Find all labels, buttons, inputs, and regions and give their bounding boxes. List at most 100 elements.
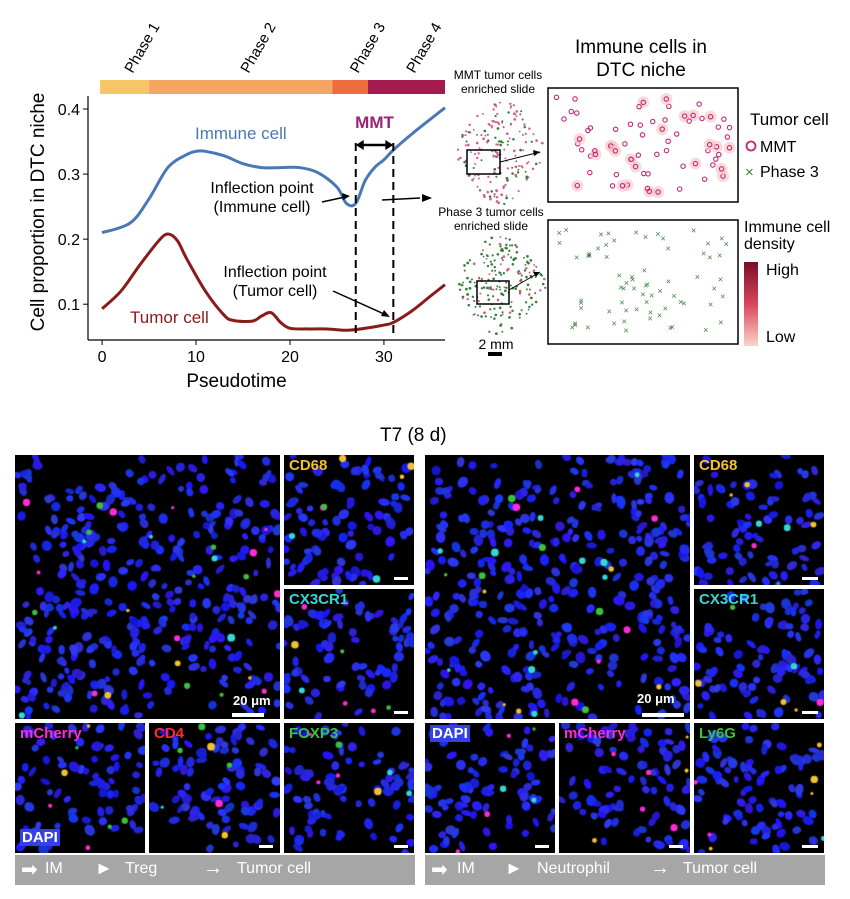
slide-pointer-arrow: [381, 197, 421, 201]
mmt-cell-marker: [716, 151, 722, 158]
slide-cell-dot: [488, 243, 491, 246]
mmt-cell-marker: [627, 121, 634, 127]
slide-cell-dot: [510, 244, 514, 247]
slide-cell-dot: [515, 250, 519, 254]
mmt-cell-marker: [561, 116, 567, 122]
slide-cell-dot: [477, 277, 481, 280]
slide-cell-dot: [463, 264, 466, 267]
slide-cell-dot: [498, 306, 502, 310]
phase3-cell-marker: ×: [572, 318, 577, 328]
right-scale-bar: [642, 713, 684, 717]
mmt-cell-marker: [578, 147, 585, 153]
slide-cell-dot: [490, 190, 493, 193]
slide-cell-dot: [496, 143, 499, 146]
phase3-slide-zoom-box: [476, 280, 510, 305]
slide-cell-dot: [504, 183, 507, 187]
slide-cell-dot: [463, 160, 466, 164]
phase3-cell-marker: ×: [633, 227, 638, 237]
slide-cell-dot: [518, 289, 522, 293]
slide-cell-dot: [473, 299, 476, 302]
slide-cell-dot: [496, 298, 500, 302]
phase3-cell-marker: ×: [622, 317, 627, 327]
mmt-cell-marker: [715, 124, 722, 130]
slide-cell-dot: [505, 286, 508, 289]
slide-cell-dot: [502, 187, 505, 190]
left-arrow-legend: ➡ IM ► Treg → Tumor cell: [15, 855, 415, 885]
mmt-cell-marker: [592, 148, 598, 154]
slide-cell-dot: [471, 178, 474, 182]
slide-cell-dot: [530, 140, 533, 143]
slide-cell-dot: [481, 277, 484, 280]
phase3-cell-marker: ×: [708, 300, 713, 310]
slide-cell-dot: [499, 235, 502, 238]
mmt-cell-marker: [699, 115, 705, 122]
mmt-cell-marker: [707, 114, 714, 120]
phase3-cell-marker: ×: [556, 228, 561, 238]
slide-cell-dot: [520, 110, 523, 113]
slide-cell-dot: [468, 259, 472, 262]
slide-cell-dot: [508, 137, 511, 140]
right-cd68-label: CD68: [699, 457, 738, 474]
slide-cell-dot: [515, 245, 519, 249]
slide-cell-dot: [489, 197, 492, 201]
slide-cell-dot: [492, 154, 495, 157]
phase3-slide: [458, 235, 547, 336]
phase3-cell-marker: ×: [671, 291, 676, 301]
slide-cell-dot: [512, 104, 516, 107]
slide-cell-dot: [488, 123, 491, 126]
neutrophil-arrowhead-icon: ►: [505, 858, 523, 878]
tumor-series-label: Tumor cell: [130, 308, 209, 327]
slide-cell-dot: [525, 261, 528, 264]
phase3-cell-marker: ×: [666, 276, 671, 286]
inflection-immune-1: Inflection point: [210, 180, 314, 197]
slide-cell-dot: [507, 253, 510, 256]
left-legend-tumor: Tumor cell: [237, 860, 312, 877]
right-legend-im: IM: [457, 860, 475, 877]
slide-cell-dot: [486, 286, 489, 290]
slide-cell-dot: [480, 252, 483, 256]
im-arrow-icon: ➡: [431, 859, 448, 881]
slide-cell-dot: [506, 178, 509, 182]
slide-cell-dot: [498, 122, 501, 126]
mmt-cell-marker: [681, 113, 688, 119]
slide-cell-dot: [482, 249, 484, 252]
slide-cell-dot: [525, 312, 528, 315]
slide-cell-dot: [492, 288, 495, 291]
slide-cell-dot: [489, 180, 492, 184]
slide-cell-dot: [480, 315, 483, 318]
x-tick-label: 10: [187, 349, 205, 366]
mmt-cell-marker: [637, 122, 644, 128]
slide-cell-dot: [543, 277, 546, 281]
slide-cell-dot: [530, 303, 534, 306]
slide-cell-dot: [512, 137, 515, 141]
mmt-cell-marker: [572, 96, 578, 102]
slide-cell-dot: [495, 175, 498, 178]
mmt-cell-marker: [713, 156, 719, 162]
phase3-cell-marker: ×: [649, 290, 654, 300]
slide-cell-dot: [457, 158, 460, 161]
slide-cell-dot: [477, 152, 480, 155]
slide-cell-dot: [520, 309, 523, 312]
slide-cell-dot: [466, 261, 470, 265]
slide-cell-dot: [468, 123, 471, 127]
slide-cell-dot: [484, 134, 487, 137]
inflection-tumor-2: (Tumor cell): [233, 283, 318, 300]
density-halo: [637, 96, 650, 109]
phase3-legend-label: Phase 3: [760, 164, 819, 181]
slide-cell-dot: [466, 293, 469, 296]
mmt-label: MMT: [355, 113, 394, 132]
mmt-cell-marker: [628, 156, 634, 163]
phase3-cell-marker: ×: [612, 236, 617, 246]
slide-cell-dot: [528, 127, 531, 130]
slide-cell-dot: [529, 274, 532, 278]
mmt-legend-marker: [745, 140, 757, 152]
slide-cell-dot: [485, 257, 488, 260]
phase3-cell-marker: ×: [701, 249, 706, 259]
tile-scale-bar: [802, 577, 818, 580]
slide-cell-dot: [517, 168, 520, 171]
slide-cell-dot: [480, 287, 484, 290]
left-cx3cr1-tile: CX3CR1: [284, 589, 414, 719]
slide-cell-dot: [501, 249, 505, 252]
slide-cell-dot: [486, 190, 490, 194]
